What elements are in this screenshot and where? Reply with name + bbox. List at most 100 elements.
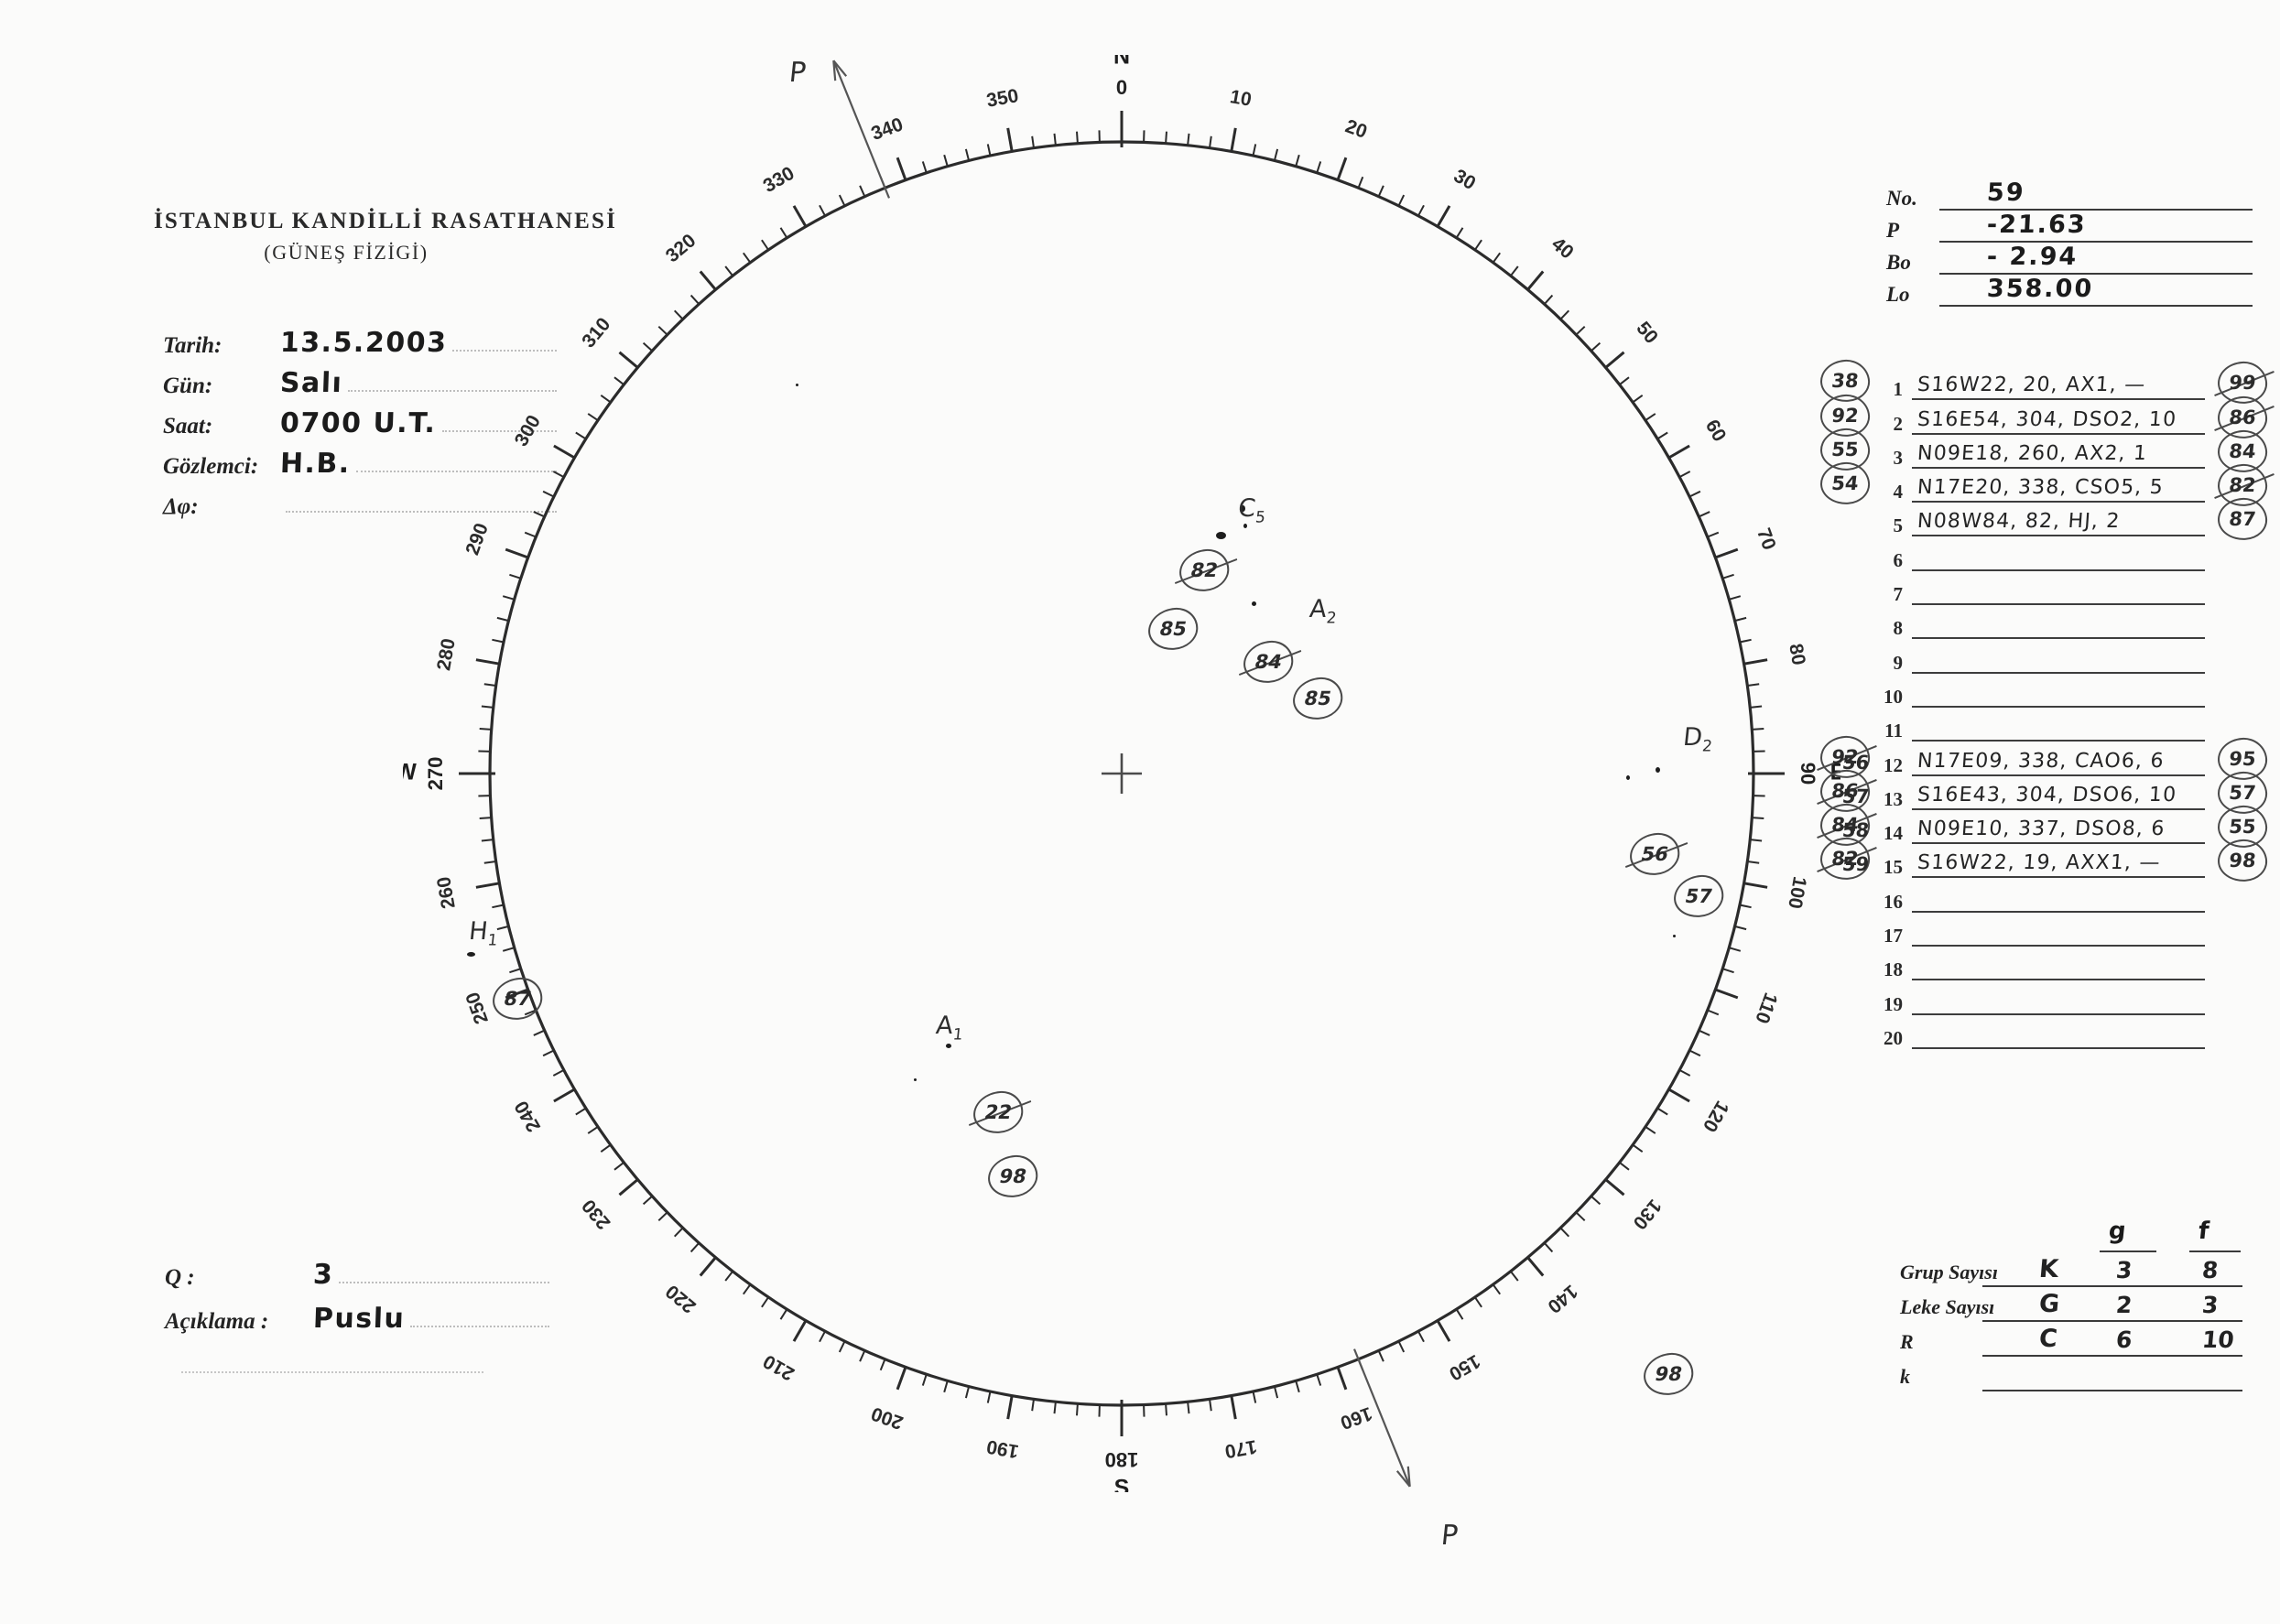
quality-label: Q : — [165, 1265, 195, 1290]
summary-f-value[interactable]: 8 — [2200, 1257, 2220, 1283]
entry-number: 11 — [1884, 720, 1903, 742]
entry-row[interactable]: 19 — [1822, 985, 2262, 1019]
degree-label: 260 — [433, 875, 460, 911]
entry-text[interactable]: N08W84, 82, HJ, 2 — [1916, 510, 2122, 534]
field-dotted-rule — [286, 511, 557, 513]
entry-text[interactable]: S16W22, 19, AXX1, — — [1916, 851, 2162, 875]
degree-label: 230 — [578, 1196, 614, 1234]
entry-rule — [1912, 740, 2205, 742]
entry-row[interactable]: 18 — [1822, 951, 2262, 985]
entry-rule — [1912, 568, 2205, 571]
entry-row[interactable]: 55 3 N09E18, 260, AX2, 1 84 — [1819, 427, 2269, 474]
degree-label: 190 — [985, 1435, 1021, 1462]
summary-rule — [1982, 1320, 2242, 1322]
entry-row[interactable]: 11 — [1822, 712, 2262, 746]
entry-rule — [1912, 432, 2205, 435]
entry-row[interactable]: 5 N08W84, 82, HJ, 2 87 — [1822, 496, 2269, 543]
param-value[interactable]: 358.00 — [1986, 275, 2095, 303]
entry-row[interactable]: 82 59 15 S16W22, 19, AXX1, —98 — [1817, 836, 2269, 884]
entry-text[interactable]: N17E09, 338, CAO6, 6 — [1916, 749, 2166, 773]
entry-text[interactable]: S16E54, 304, DSO2, 10 — [1916, 407, 2178, 431]
summary-rule — [1982, 1285, 2242, 1287]
degree-label: 210 — [760, 1350, 798, 1384]
cardinal-degree: 270 — [424, 757, 447, 791]
degree-label: 100 — [1784, 875, 1810, 911]
entry-rule — [1912, 979, 2205, 981]
field-value[interactable]: H.B. — [279, 448, 352, 480]
summary-rule — [1982, 1390, 2242, 1391]
entry-text[interactable]: N17E20, 338, CSO5, 5 — [1916, 476, 2165, 500]
entry-row[interactable]: 54 4 N17E20, 338, CSO5, 5 82 — [1819, 460, 2275, 509]
quality-row: Açıklama : Puslu — [165, 1291, 549, 1335]
entry-row[interactable]: 20 — [1822, 1020, 2262, 1054]
field-dotted-rule — [441, 430, 557, 432]
entry-row[interactable]: 86 57 13 S16E43, 304, DSO6, 10 57 — [1817, 768, 2269, 816]
field-dotted-rule — [355, 471, 557, 472]
degree-label: 340 — [868, 114, 906, 145]
entry-right-marker: 87 — [2216, 496, 2269, 545]
entry-row[interactable]: 84 58 14 N09E10, 337, DSO8, 6 55 — [1817, 802, 2269, 850]
summary-label: Grup Sayısı — [1900, 1261, 1998, 1283]
entry-rule — [1912, 1046, 2205, 1049]
entry-number: 6 — [1893, 548, 1904, 571]
entry-row[interactable]: 7 — [1822, 576, 2262, 610]
sunspot — [796, 384, 798, 386]
entry-row[interactable]: 10 — [1822, 678, 2262, 712]
entry-text[interactable]: N09E18, 260, AX2, 1 — [1916, 441, 2149, 465]
summary-rows: Grup Sayısı K 3 8 Leke Sayısı G 2 3 R C 6 10 k — [1900, 1255, 2257, 1395]
entry-number: 1 — [1893, 378, 1904, 401]
summary-column-headers: g f — [1900, 1218, 2257, 1256]
quality-value[interactable]: Puslu — [312, 1303, 406, 1335]
entry-number: 12 — [1884, 753, 1903, 776]
entry-rule — [1912, 466, 2205, 469]
entry-number: 16 — [1884, 890, 1903, 913]
summary-g-value[interactable]: 2 — [2114, 1292, 2133, 1318]
field-row: Saat: 0700 U.T. — [163, 399, 557, 439]
degree-label: 60 — [1701, 417, 1731, 446]
summary-row: Leke Sayısı G 2 3 — [1900, 1290, 2257, 1326]
degree-label: 200 — [868, 1402, 906, 1434]
entry-row[interactable]: 6 — [1822, 541, 2262, 575]
param-row: No. 59 — [1886, 179, 2253, 211]
field-label: Tarih: — [163, 333, 223, 358]
degree-label: 110 — [1751, 990, 1781, 1026]
circled-number: 54 — [1819, 460, 1872, 507]
entry-row[interactable]: 8 — [1822, 610, 2262, 644]
summary-f-value[interactable]: 10 — [2200, 1326, 2236, 1353]
param-row: Bo - 2.94 — [1886, 243, 2253, 275]
summary-g-value[interactable]: 6 — [2114, 1326, 2133, 1353]
degree-label: 170 — [1223, 1435, 1259, 1462]
summary-g-value[interactable]: 3 — [2114, 1257, 2133, 1283]
param-label: No. — [1886, 187, 1917, 210]
entry-row[interactable]: 17 — [1822, 917, 2262, 951]
entry-row[interactable]: 38 1 S16W22, 20, AX1, —99 — [1819, 358, 2275, 406]
field-value[interactable]: Salı — [279, 367, 344, 399]
degree-label: 40 — [1547, 233, 1578, 264]
param-value[interactable]: - 2.94 — [1986, 243, 2079, 271]
entry-text[interactable]: S16W22, 20, AX1, — — [1916, 374, 2147, 397]
entry-text[interactable]: S16E43, 304, DSO6, 10 — [1916, 783, 2178, 807]
summary-key: C — [2037, 1325, 2059, 1353]
entry-text[interactable]: N09E10, 337, DSO8, 6 — [1916, 817, 2166, 841]
entry-row[interactable]: 92 56 12 N17E09, 338, CAO6, 6 95 — [1817, 733, 2269, 782]
param-value[interactable]: 59 — [1986, 179, 2026, 207]
entry-rule — [1912, 774, 2205, 776]
entry-number: 17 — [1884, 925, 1903, 947]
cardinal-degree: 90 — [1797, 763, 1819, 785]
entry-left-marker: 54 — [1819, 460, 1872, 509]
entry-number: 9 — [1893, 651, 1904, 674]
entry-row[interactable]: 92 2 S16E54, 304, DSO2, 10 86 — [1819, 392, 2275, 440]
summary-f-value[interactable]: 3 — [2200, 1292, 2220, 1318]
param-value[interactable]: -21.63 — [1986, 211, 2088, 239]
param-rule: -21.63 — [1939, 211, 2253, 243]
param-row: Lo 358.00 — [1886, 275, 2253, 307]
entry-row[interactable]: 9 — [1822, 644, 2262, 677]
entry-number: 2 — [1893, 412, 1904, 435]
entry-number: 3 — [1893, 446, 1904, 469]
quality-value[interactable]: 3 — [312, 1259, 334, 1291]
entry-rule — [1912, 807, 2205, 810]
sunspot — [1626, 775, 1630, 780]
entry-row[interactable]: 16 — [1822, 882, 2262, 916]
observatory-header: İSTANBUL KANDİLLİ RASATHANESİ (GÜNEŞ FİZ… — [154, 209, 615, 265]
field-dotted-rule — [348, 390, 557, 392]
